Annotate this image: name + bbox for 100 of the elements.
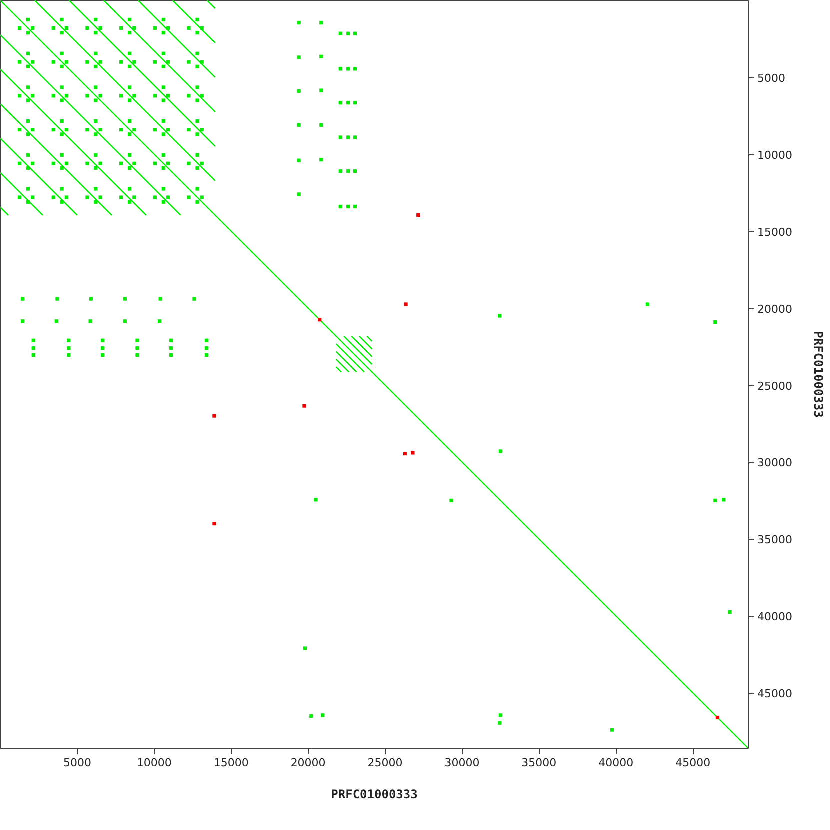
point (303, 646, 308, 650)
y-tick-label: 10000 (758, 148, 792, 162)
point (346, 101, 350, 105)
point (728, 610, 732, 614)
point (716, 716, 720, 720)
point (320, 123, 324, 127)
point (450, 498, 454, 503)
point (338, 32, 342, 36)
x-tick-label: 15000 (214, 756, 249, 770)
x-tick-label: 35000 (522, 756, 557, 770)
point (21, 320, 25, 324)
x-tick-label: 5000 (63, 756, 92, 770)
point (21, 297, 25, 301)
y-tick-label: 15000 (758, 226, 792, 239)
y-axis-title: PRFC01000333 (811, 331, 826, 418)
point (353, 32, 358, 36)
point (353, 101, 358, 105)
point (310, 714, 314, 718)
point (170, 338, 174, 342)
point (297, 21, 301, 25)
point (338, 136, 342, 140)
y-tick-label: 40000 (758, 610, 792, 624)
point (498, 450, 503, 454)
point (610, 728, 614, 732)
point (314, 498, 318, 502)
y-tick-label: 30000 (758, 456, 792, 470)
x-tick-label: 10000 (136, 756, 172, 770)
point (67, 338, 71, 342)
point (346, 32, 350, 36)
point (32, 338, 36, 342)
point (353, 204, 358, 209)
point (714, 320, 718, 324)
point (54, 320, 58, 324)
x-axis-title: PRFC01000333 (331, 788, 418, 802)
point (318, 318, 322, 322)
point (101, 338, 105, 342)
point (158, 320, 162, 324)
point (297, 56, 301, 60)
x-tick-label: 45000 (676, 756, 711, 770)
point (32, 346, 36, 350)
point (646, 302, 650, 306)
point (158, 297, 162, 301)
point (212, 414, 216, 418)
y-tick-label: 25000 (758, 380, 792, 393)
point (136, 353, 140, 358)
point (338, 101, 342, 105)
point (297, 158, 301, 162)
point (101, 346, 105, 350)
point (90, 297, 94, 301)
point (170, 346, 174, 350)
point (346, 67, 350, 71)
point (212, 522, 216, 526)
point (346, 204, 350, 209)
point (67, 346, 71, 350)
point (498, 314, 502, 318)
point (404, 302, 408, 306)
point (403, 452, 408, 456)
point (297, 192, 301, 196)
point (123, 320, 127, 324)
point (320, 88, 324, 92)
point (320, 158, 324, 162)
point (204, 346, 209, 350)
point (297, 123, 301, 127)
point (338, 204, 342, 209)
point (192, 297, 196, 301)
point (338, 67, 342, 71)
point (170, 353, 174, 358)
point (56, 297, 60, 301)
point (498, 714, 503, 718)
point (101, 353, 105, 358)
point (353, 67, 358, 71)
point (204, 338, 209, 342)
point (498, 721, 502, 725)
point (302, 404, 306, 408)
point (416, 213, 420, 218)
point (320, 54, 324, 58)
y-tick-label: 5000 (758, 72, 786, 85)
point (338, 170, 342, 174)
point (353, 136, 358, 140)
y-tick-label: 45000 (758, 688, 792, 701)
point (353, 170, 358, 174)
point (714, 498, 718, 503)
point (297, 90, 301, 94)
point (204, 353, 209, 358)
point (320, 21, 324, 25)
point (346, 136, 350, 140)
point (722, 498, 726, 502)
point (346, 170, 350, 174)
x-tick-label: 30000 (444, 756, 480, 770)
point (67, 353, 71, 358)
y-tick-label: 20000 (758, 302, 792, 316)
point (136, 338, 140, 342)
x-tick-label: 25000 (368, 756, 403, 770)
point (136, 346, 140, 350)
x-tick-label: 40000 (598, 756, 634, 770)
point (321, 714, 325, 718)
point (88, 320, 92, 324)
point (411, 451, 415, 455)
y-tick-label: 35000 (758, 534, 792, 547)
x-tick-label: 20000 (290, 756, 326, 770)
